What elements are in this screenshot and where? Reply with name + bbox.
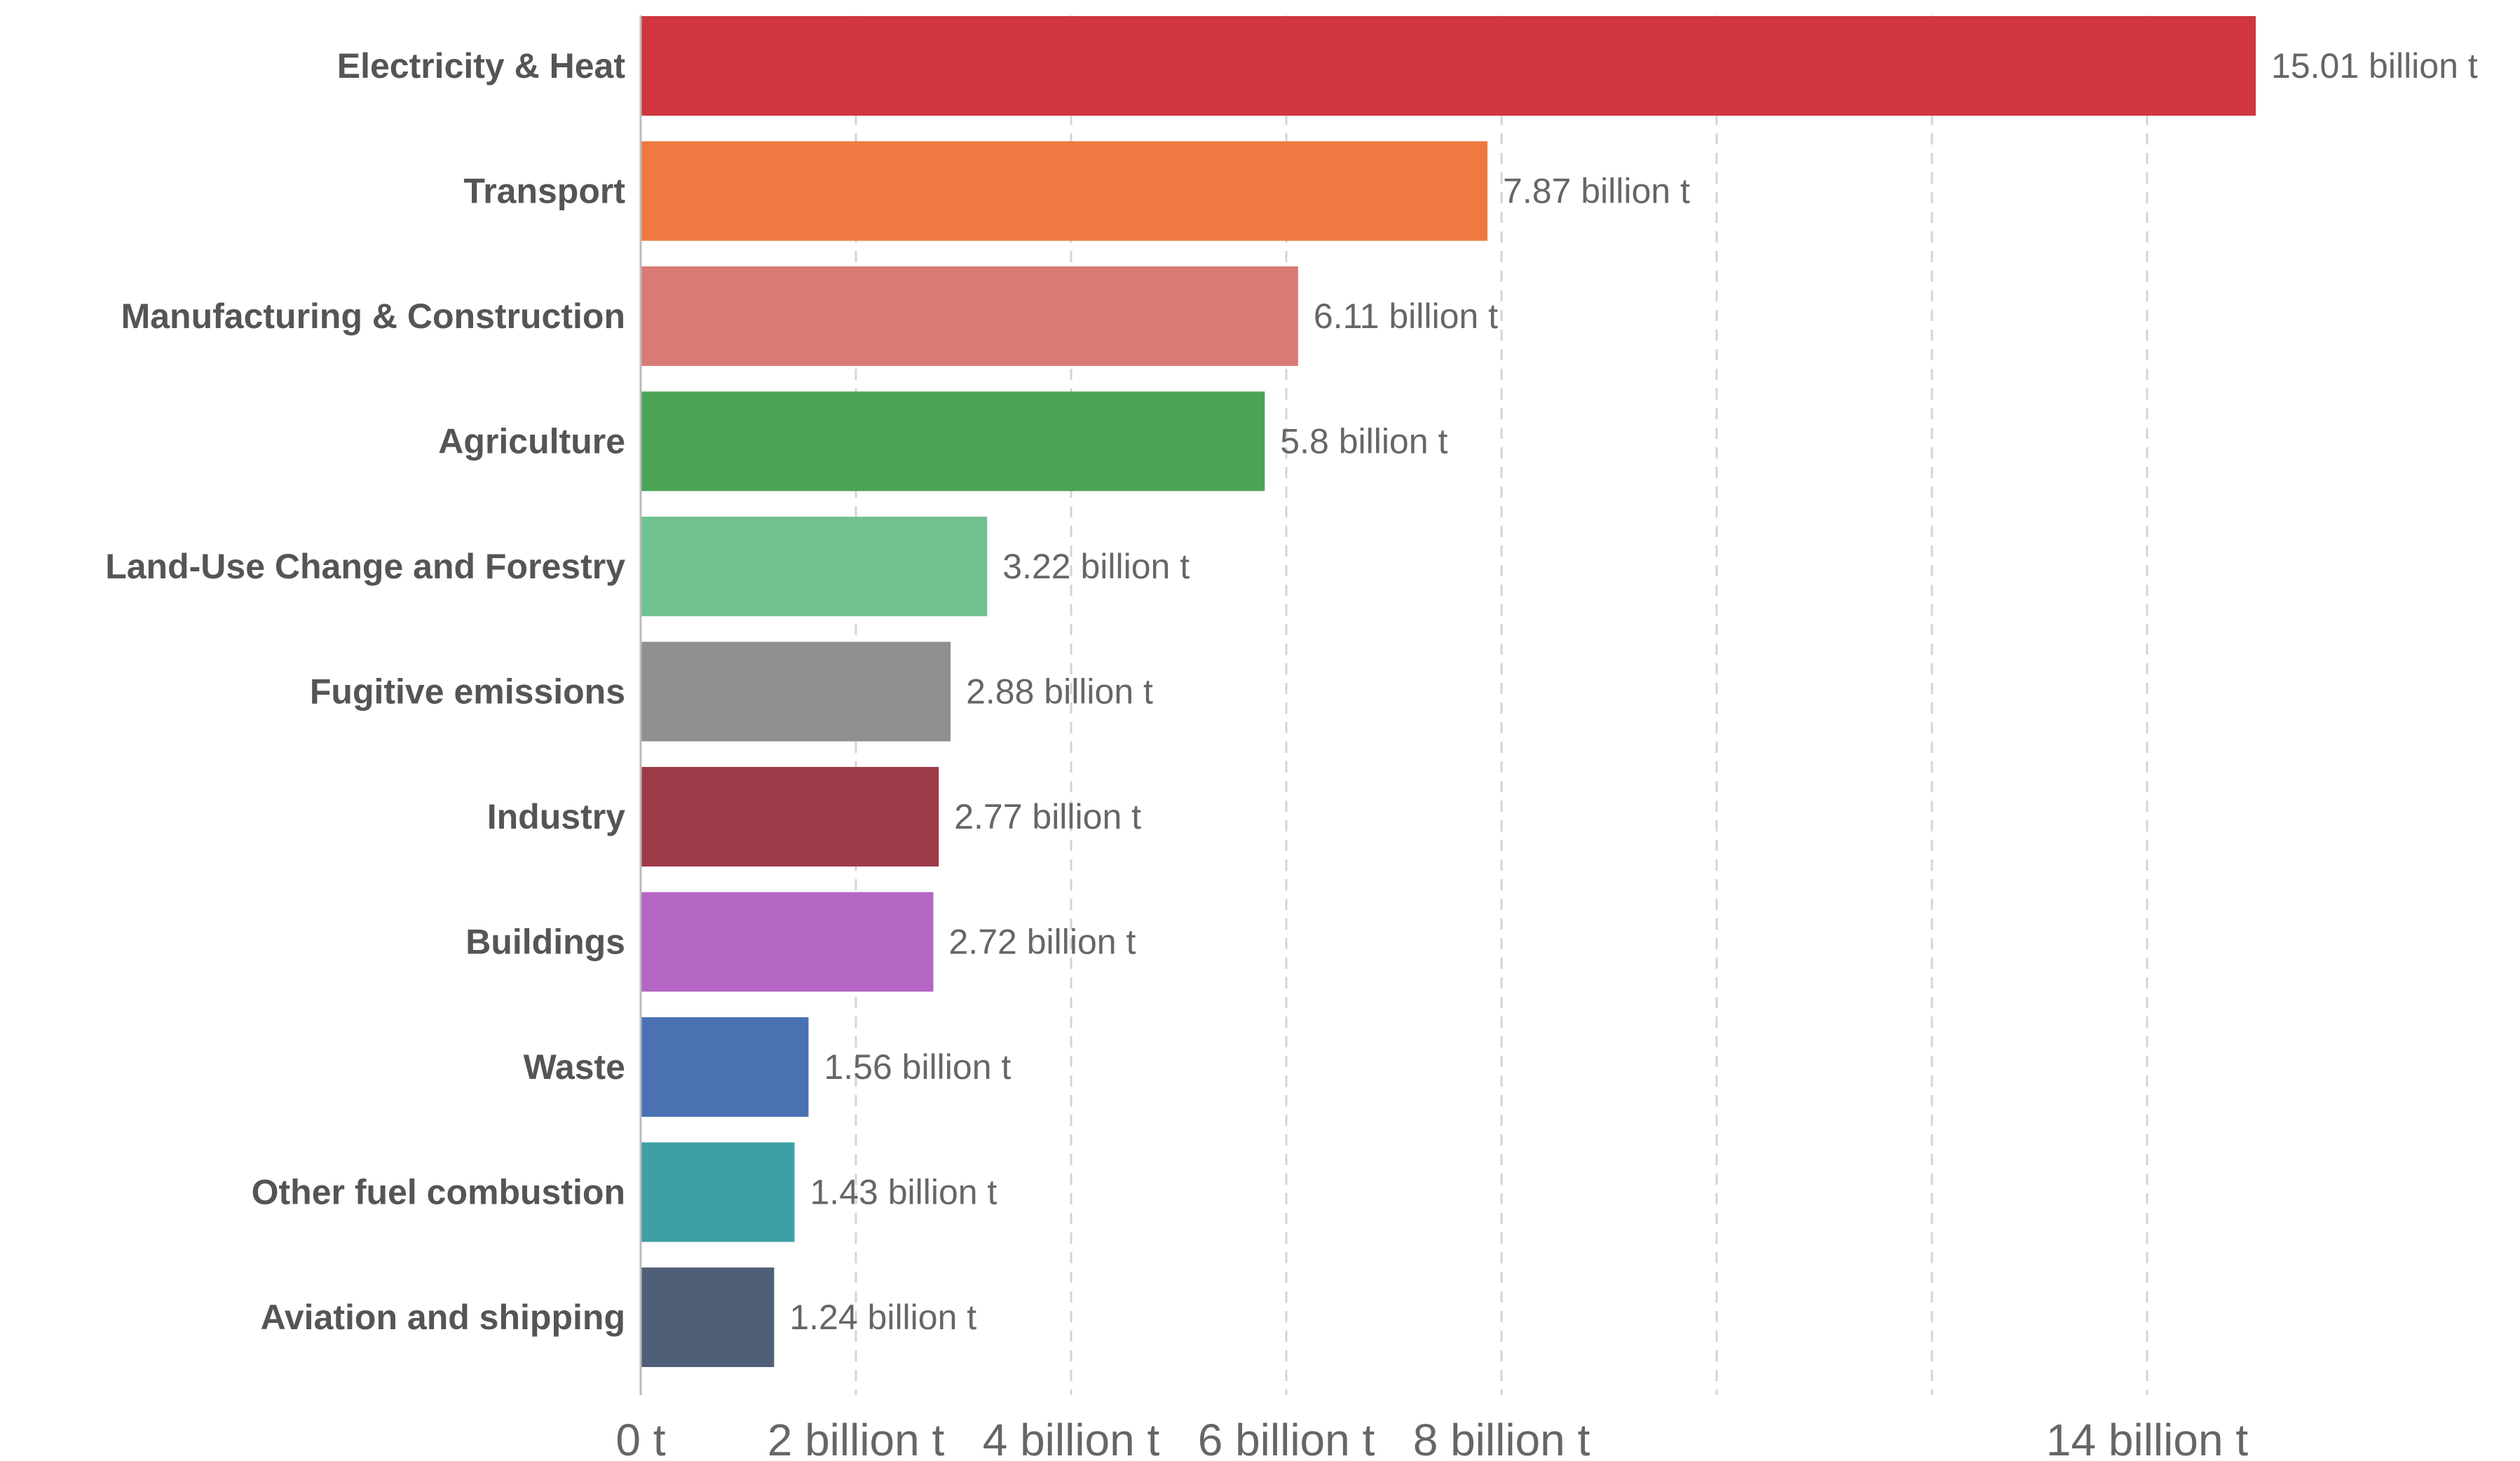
value-label: 3.22 billion t	[1002, 547, 1190, 586]
category-label: Land-Use Change and Forestry	[105, 547, 625, 586]
bars	[641, 16, 2256, 1367]
bar	[641, 16, 2256, 116]
category-label: Industry	[487, 797, 625, 836]
value-label: 2.77 billion t	[954, 797, 1141, 836]
x-tick-label: 4 billion t	[983, 1415, 1160, 1461]
category-label: Fugitive emissions	[310, 672, 625, 712]
value-labels: 15.01 billion t 7.87 billion t 6.11 billio…	[789, 46, 2477, 1337]
category-label: Electricity & Heat	[337, 46, 626, 86]
value-label: 1.24 billion t	[789, 1298, 976, 1337]
tick-labels: 0 t 2 billion t 4 billion t 6 billion t 8 bi…	[615, 1415, 2248, 1461]
value-label: 2.72 billion t	[949, 923, 1136, 962]
x-tick-label: 8 billion t	[1413, 1415, 1591, 1461]
bar	[641, 767, 939, 867]
bar	[641, 266, 1298, 366]
bar	[641, 1017, 809, 1117]
bar	[641, 141, 1488, 241]
value-label: 5.8 billion t	[1280, 422, 1448, 461]
value-label: 7.87 billion t	[1503, 172, 1690, 211]
category-label: Manufacturing & Construction	[121, 297, 625, 336]
x-tick-label: 2 billion t	[768, 1415, 945, 1461]
x-tick-label: 0 t	[615, 1415, 665, 1461]
category-label: Buildings	[465, 923, 625, 962]
category-labels: Electricity & Heat Transport Manufacturing…	[105, 46, 625, 1337]
value-label: 2.88 billion t	[966, 672, 1153, 712]
category-label: Agriculture	[438, 422, 625, 461]
category-label: Aviation and shipping	[261, 1298, 625, 1337]
bar	[641, 1268, 775, 1367]
bar	[641, 1142, 795, 1242]
value-label: 15.01 billion t	[2271, 46, 2478, 86]
x-tick-label: 14 billion t	[2046, 1415, 2248, 1461]
value-label: 6.11 billion t	[1314, 297, 1498, 336]
category-label: Waste	[524, 1047, 625, 1087]
bar	[641, 391, 1265, 491]
bar	[641, 641, 951, 742]
value-label: 1.56 billion t	[824, 1047, 1011, 1087]
bar	[641, 892, 934, 992]
value-label: 1.43 billion t	[810, 1173, 997, 1212]
x-tick-label: 6 billion t	[1198, 1415, 1375, 1461]
category-label: Other fuel combustion	[252, 1173, 625, 1212]
category-label: Transport	[463, 172, 625, 211]
bar	[641, 517, 988, 616]
